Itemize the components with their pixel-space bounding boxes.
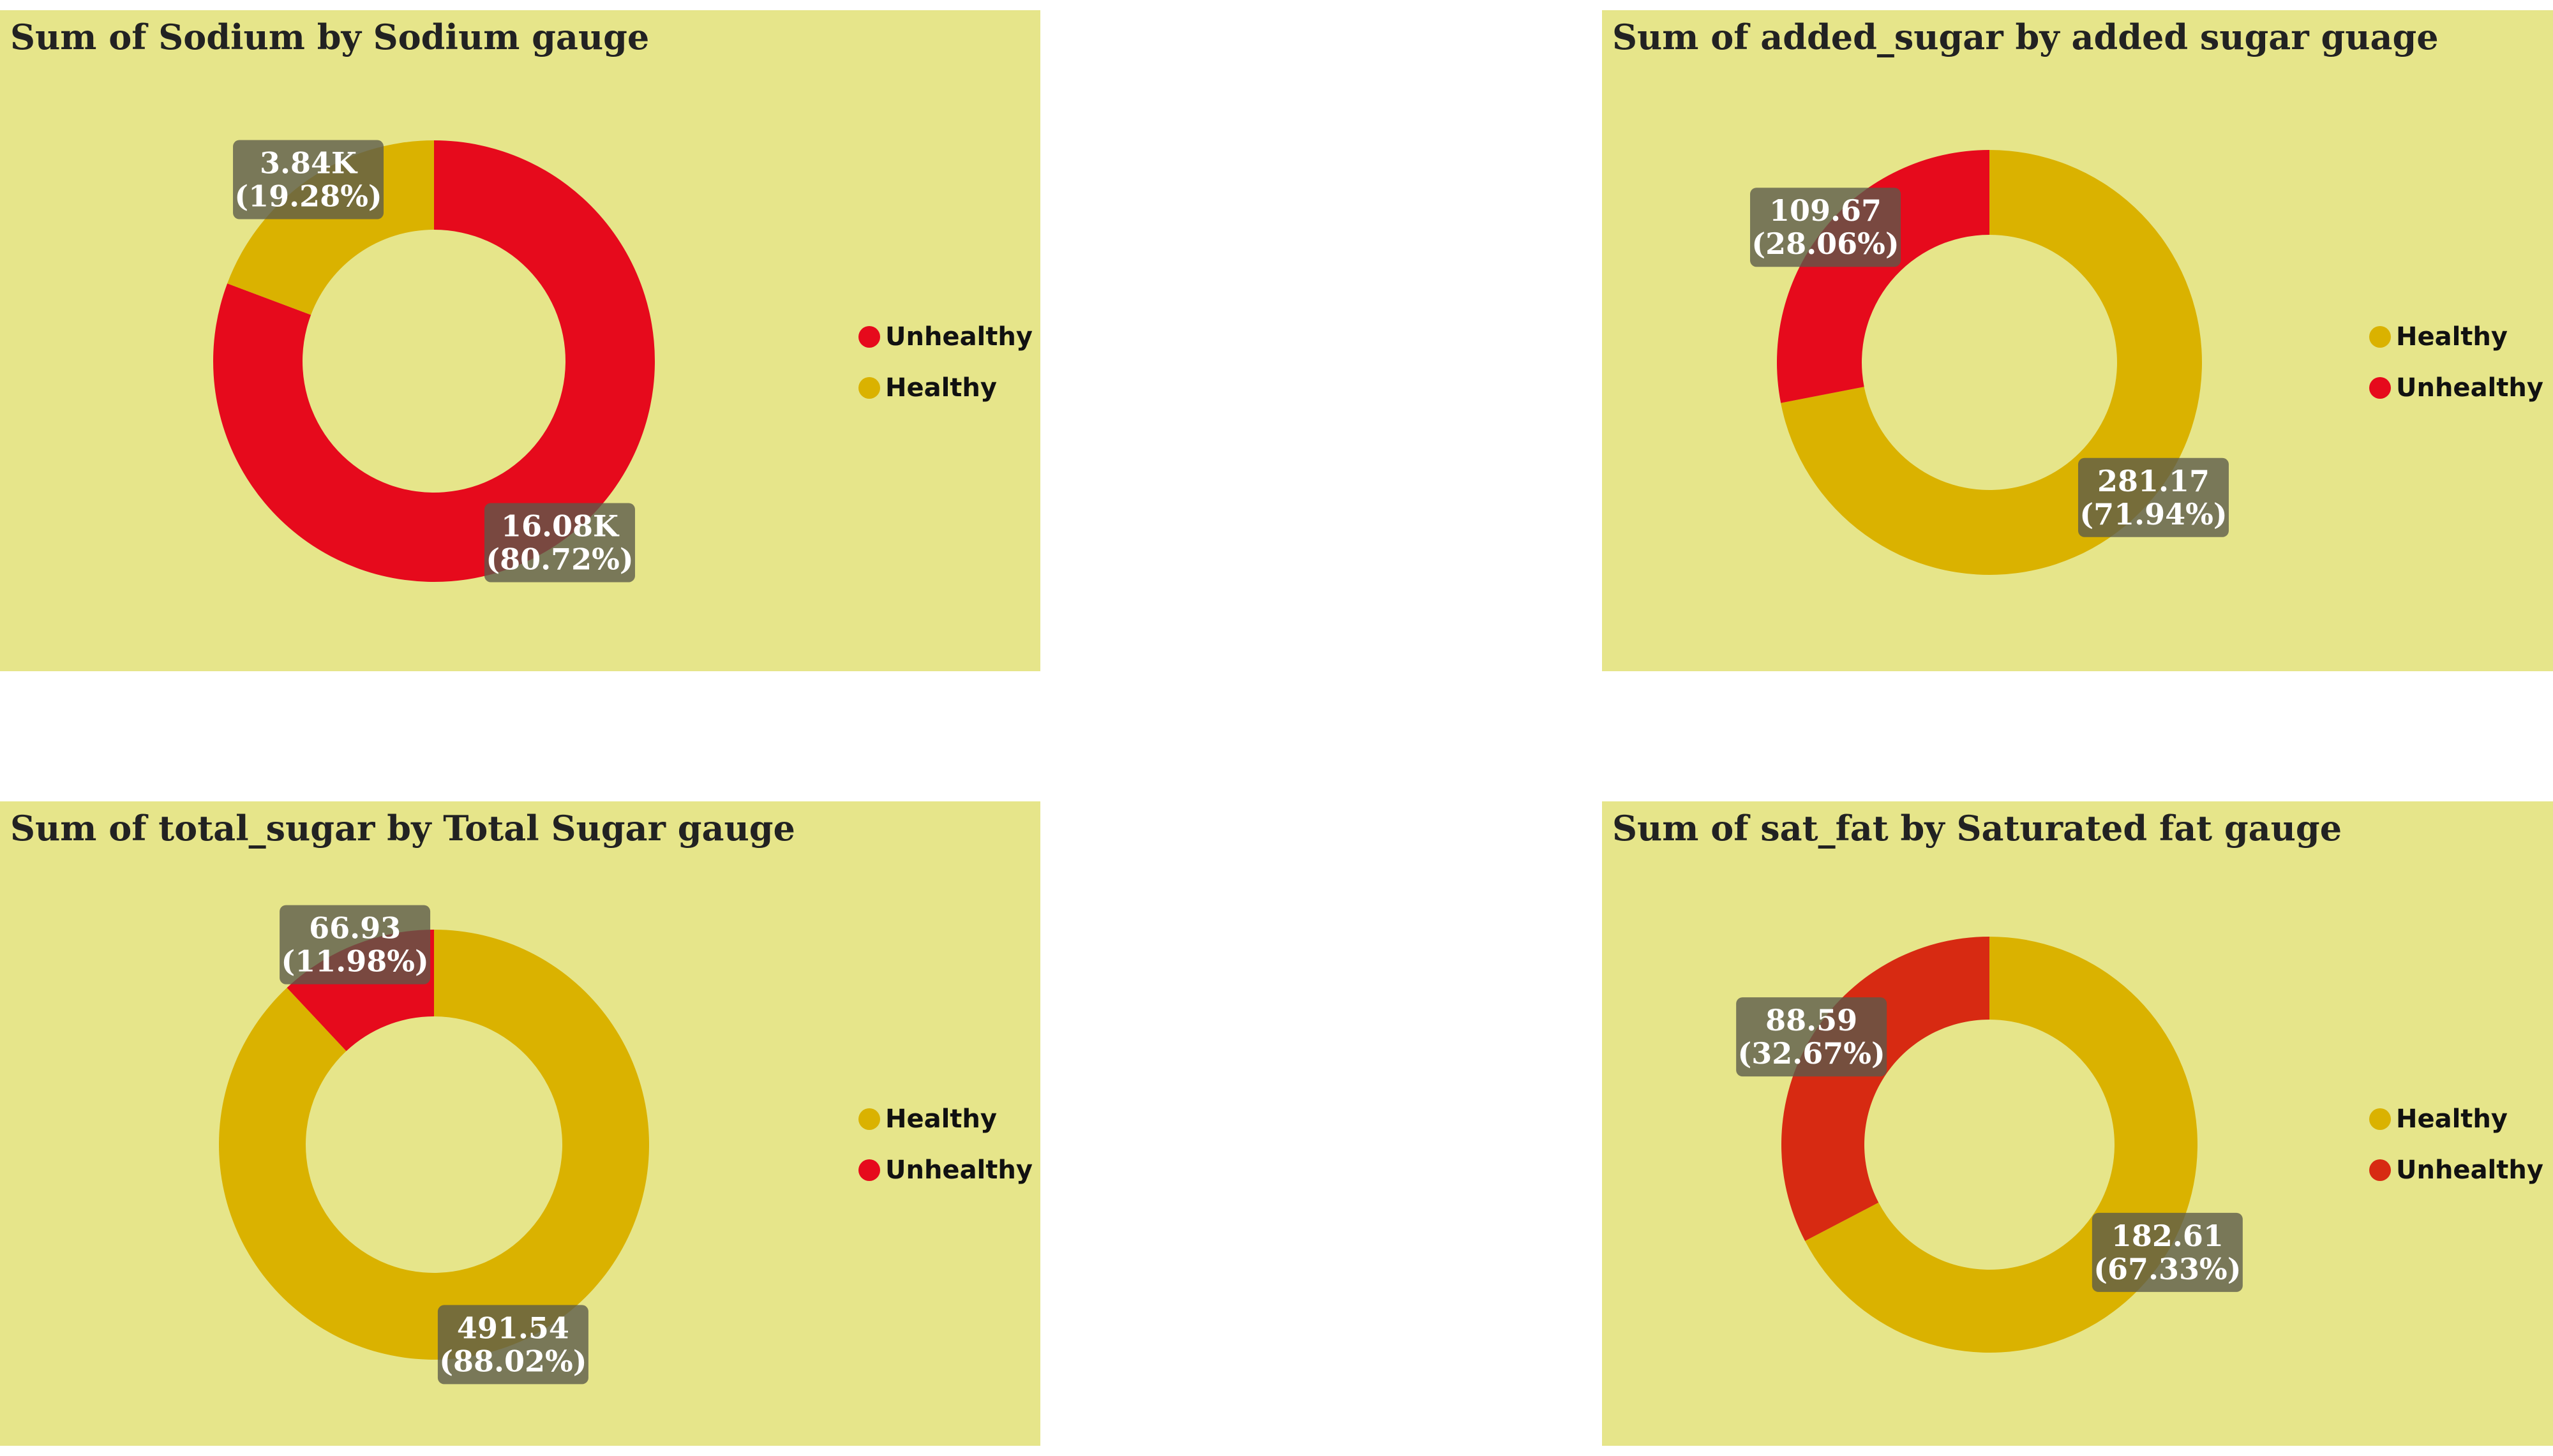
- legend-swatch: [2369, 326, 2391, 348]
- legend-swatch: [858, 326, 880, 348]
- chart-panel-added-sugar: Sum of added_sugar by added sugar guage …: [1602, 10, 2553, 671]
- chart-panel-total-sugar: Sum of total_sugar by Total Sugar gauge …: [0, 801, 1040, 1446]
- donut-chart-sat-fat: 182.61(67.33%) 88.59(32.67%): [1736, 937, 2243, 1353]
- legend-swatch: [2369, 1108, 2391, 1130]
- data-label-percent: (11.98%): [281, 944, 428, 979]
- data-label: 66.93(11.98%): [280, 905, 431, 984]
- data-label: 3.84K(19.28%): [233, 140, 384, 219]
- legend-item[interactable]: Unhealthy: [2369, 1154, 2543, 1186]
- chart-legend: Healthy Unhealthy: [858, 1103, 1033, 1205]
- legend-item[interactable]: Healthy: [2369, 321, 2543, 353]
- donut-chart-added-sugar: 281.17(71.94%) 109.67(28.06%): [1750, 150, 2229, 575]
- data-label-box: [2078, 457, 2229, 537]
- donut-chart-total-sugar: 491.54(88.02%) 66.93(11.98%): [219, 905, 649, 1385]
- chart-legend: Healthy Unhealthy: [2369, 321, 2543, 423]
- data-label-percent: (88.02%): [439, 1344, 587, 1378]
- data-label-box: [437, 1305, 588, 1385]
- legend-swatch: [858, 1108, 880, 1130]
- chart-title: Sum of total_sugar by Total Sugar gauge: [10, 808, 795, 849]
- legend-swatch: [2369, 377, 2391, 399]
- data-label-percent: (32.67%): [1738, 1036, 1885, 1071]
- data-label: 182.61(67.33%): [2092, 1212, 2243, 1292]
- legend-item[interactable]: Healthy: [858, 372, 1033, 404]
- legend-swatch: [858, 1159, 880, 1181]
- data-label-box: [1750, 188, 1901, 267]
- data-label-value: 182.61: [2111, 1219, 2224, 1253]
- legend-item[interactable]: Unhealthy: [858, 321, 1033, 353]
- data-label-percent: (80.72%): [486, 542, 633, 576]
- data-label-box: [1736, 997, 1887, 1077]
- chart-legend: Unhealthy Healthy: [858, 321, 1033, 423]
- legend-label: Unhealthy: [2396, 1155, 2543, 1185]
- data-label-value: 491.54: [457, 1311, 569, 1345]
- donut-slice-unhealthy[interactable]: [1777, 150, 1989, 403]
- chart-panel-sat-fat: Sum of sat_fat by Saturated fat gauge 18…: [1602, 801, 2553, 1446]
- legend-label: Healthy: [885, 1104, 997, 1134]
- data-label-value: 16.08K: [501, 509, 620, 543]
- data-label-value: 66.93: [309, 911, 401, 946]
- data-label-value: 88.59: [1765, 1003, 1857, 1037]
- chart-panel-sodium: Sum of Sodium by Sodium gauge 16.08K (80.…: [0, 10, 1040, 671]
- legend-label: Healthy: [885, 373, 997, 403]
- donut-chart-sodium: 16.08K(80.72%) 3.84K(19.28%): [213, 140, 655, 583]
- data-label-value: 3.84K: [260, 146, 358, 181]
- data-label-box: [484, 503, 635, 583]
- data-label-value: 281.17: [2097, 464, 2210, 498]
- legend-item[interactable]: Unhealthy: [2369, 372, 2543, 404]
- legend-item[interactable]: Healthy: [858, 1103, 1033, 1135]
- data-label-value: 109.67: [1769, 193, 1882, 228]
- chart-title: Sum of Sodium by Sodium gauge: [10, 17, 650, 57]
- legend-label: Unhealthy: [885, 322, 1033, 352]
- data-label: 109.67(28.06%): [1750, 188, 1901, 267]
- legend-item[interactable]: Unhealthy: [858, 1154, 1033, 1186]
- data-label-box: [280, 905, 431, 984]
- donut-slice-unhealthy[interactable]: [1781, 937, 1989, 1242]
- donut-slice-healthy[interactable]: [219, 930, 649, 1360]
- legend-label: Unhealthy: [885, 1155, 1033, 1185]
- chart-legend: Healthy Unhealthy: [2369, 1103, 2543, 1205]
- chart-title: Sum of sat_fat by Saturated fat gauge: [1612, 808, 2342, 849]
- data-label-percent: (19.28%): [234, 179, 382, 214]
- data-label-box: [2092, 1212, 2243, 1292]
- data-label: 88.59(32.67%): [1736, 997, 1887, 1077]
- data-label-box: [233, 140, 384, 219]
- legend-label: Healthy: [2396, 322, 2508, 352]
- data-label-percent: (71.94%): [2079, 497, 2227, 531]
- donut-slice-unhealthy[interactable]: [213, 140, 655, 583]
- data-label: 281.17(71.94%): [2078, 457, 2229, 537]
- legend-swatch: [2369, 1159, 2391, 1181]
- legend-label: Unhealthy: [2396, 373, 2543, 403]
- data-label-percent: (67.33%): [2093, 1252, 2241, 1286]
- data-label: 491.54(88.02%): [437, 1305, 588, 1385]
- legend-item[interactable]: Healthy: [2369, 1103, 2543, 1135]
- legend-label: Healthy: [2396, 1104, 2508, 1134]
- legend-swatch: [858, 377, 880, 399]
- data-label: 16.08K(80.72%): [484, 503, 635, 583]
- chart-title: Sum of added_sugar by added sugar guage: [1612, 17, 2439, 57]
- data-label-percent: (28.06%): [1751, 227, 1899, 261]
